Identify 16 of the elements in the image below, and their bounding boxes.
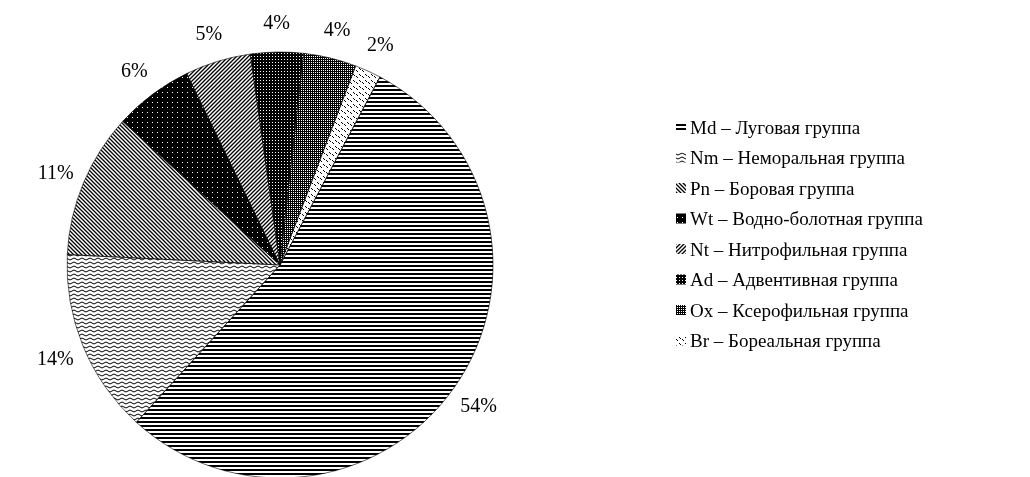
legend-label: Nm – Неморальная группа xyxy=(690,147,906,168)
legend-label: Md – Луговая группа xyxy=(690,116,861,138)
data-label: 5% xyxy=(195,21,223,44)
legend-label: Nt – Нитрофильная группа xyxy=(690,238,909,260)
legend-label: Br – Бореальная группа xyxy=(690,330,882,351)
data-label: 4% xyxy=(323,17,351,40)
data-label: 14% xyxy=(37,346,74,369)
data-label: 6% xyxy=(121,59,148,82)
legend-label: Wt – Водно-болотная группа xyxy=(690,208,924,229)
legend-label: Ox – Ксерофильная группа xyxy=(690,299,910,321)
data-label: 11% xyxy=(37,160,74,183)
data-label: 4% xyxy=(263,11,290,34)
data-label: 54% xyxy=(460,394,497,417)
legend-label: Pn – Боровая группа xyxy=(690,177,855,199)
legend-label: Ad – Адвентивная группа xyxy=(690,269,899,290)
data-label: 2% xyxy=(367,32,394,55)
